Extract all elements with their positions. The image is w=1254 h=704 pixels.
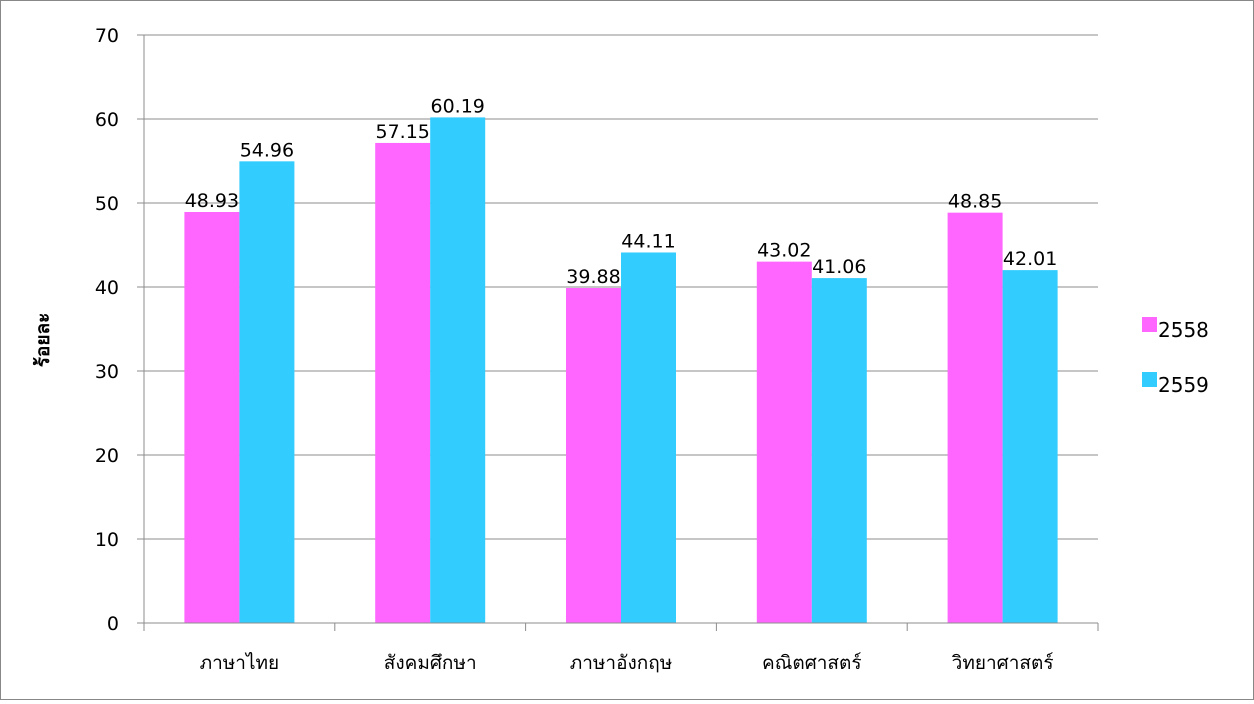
bars: [184, 117, 1058, 624]
bar-2558-4: [947, 212, 1003, 623]
bar-2558-1: [375, 142, 431, 623]
bar-2558-3: [756, 261, 812, 623]
y-tick-label: 60: [95, 109, 119, 131]
legend-swatch-2559: [1142, 372, 1157, 387]
y-tick-label: 40: [95, 277, 119, 299]
y-tick-label: 20: [95, 445, 119, 467]
bar-2559-3: [811, 278, 867, 623]
bar-2559-1: [430, 117, 486, 624]
gridlines: [144, 34, 1098, 540]
bar-2559-0: [239, 161, 295, 623]
category-label: คณิตศาสตร์: [762, 652, 862, 674]
data-label: 60.19: [430, 95, 484, 117]
bar-2559-4: [1002, 270, 1058, 623]
bar-2558-2: [566, 288, 621, 623]
category-label: วิทยาศาสตร์: [951, 652, 1053, 674]
axes: [137, 34, 1099, 631]
y-tick-label: 70: [95, 25, 119, 47]
y-tick-label: 10: [95, 529, 119, 551]
data-label: 48.93: [185, 190, 239, 212]
data-label: 54.96: [240, 139, 294, 161]
data-label: 44.11: [621, 230, 675, 252]
legend-label: 2558: [1158, 318, 1209, 342]
data-label: 39.88: [566, 266, 620, 288]
data-label: 48.85: [948, 191, 1002, 213]
category-label: ภาษาอังกฤษ: [570, 652, 673, 674]
data-label: 57.15: [375, 121, 429, 143]
legend-swatch-2558: [1142, 317, 1157, 332]
labels: 0 10 20 30 40 50 60 70 48.93 54.96 ภาษาไทย 57.1560.…: [95, 25, 1057, 674]
y-tick-label: 30: [95, 361, 119, 383]
data-label: 42.01: [1003, 248, 1057, 270]
y-tick-label: 50: [95, 193, 119, 215]
bar-2559-2: [621, 252, 676, 623]
y-tick-label: 0: [107, 613, 119, 635]
category-label: ภาษาไทย: [200, 652, 280, 674]
data-label: 41.06: [812, 256, 866, 278]
y-axis-title: ร้อยละ: [32, 313, 54, 368]
bar-2558-0: [184, 211, 240, 623]
legend: 2558 2559: [1142, 317, 1209, 397]
legend-label: 2559: [1158, 373, 1209, 397]
data-label: 43.02: [757, 240, 811, 262]
category-label: สังคมศึกษา: [384, 652, 477, 674]
